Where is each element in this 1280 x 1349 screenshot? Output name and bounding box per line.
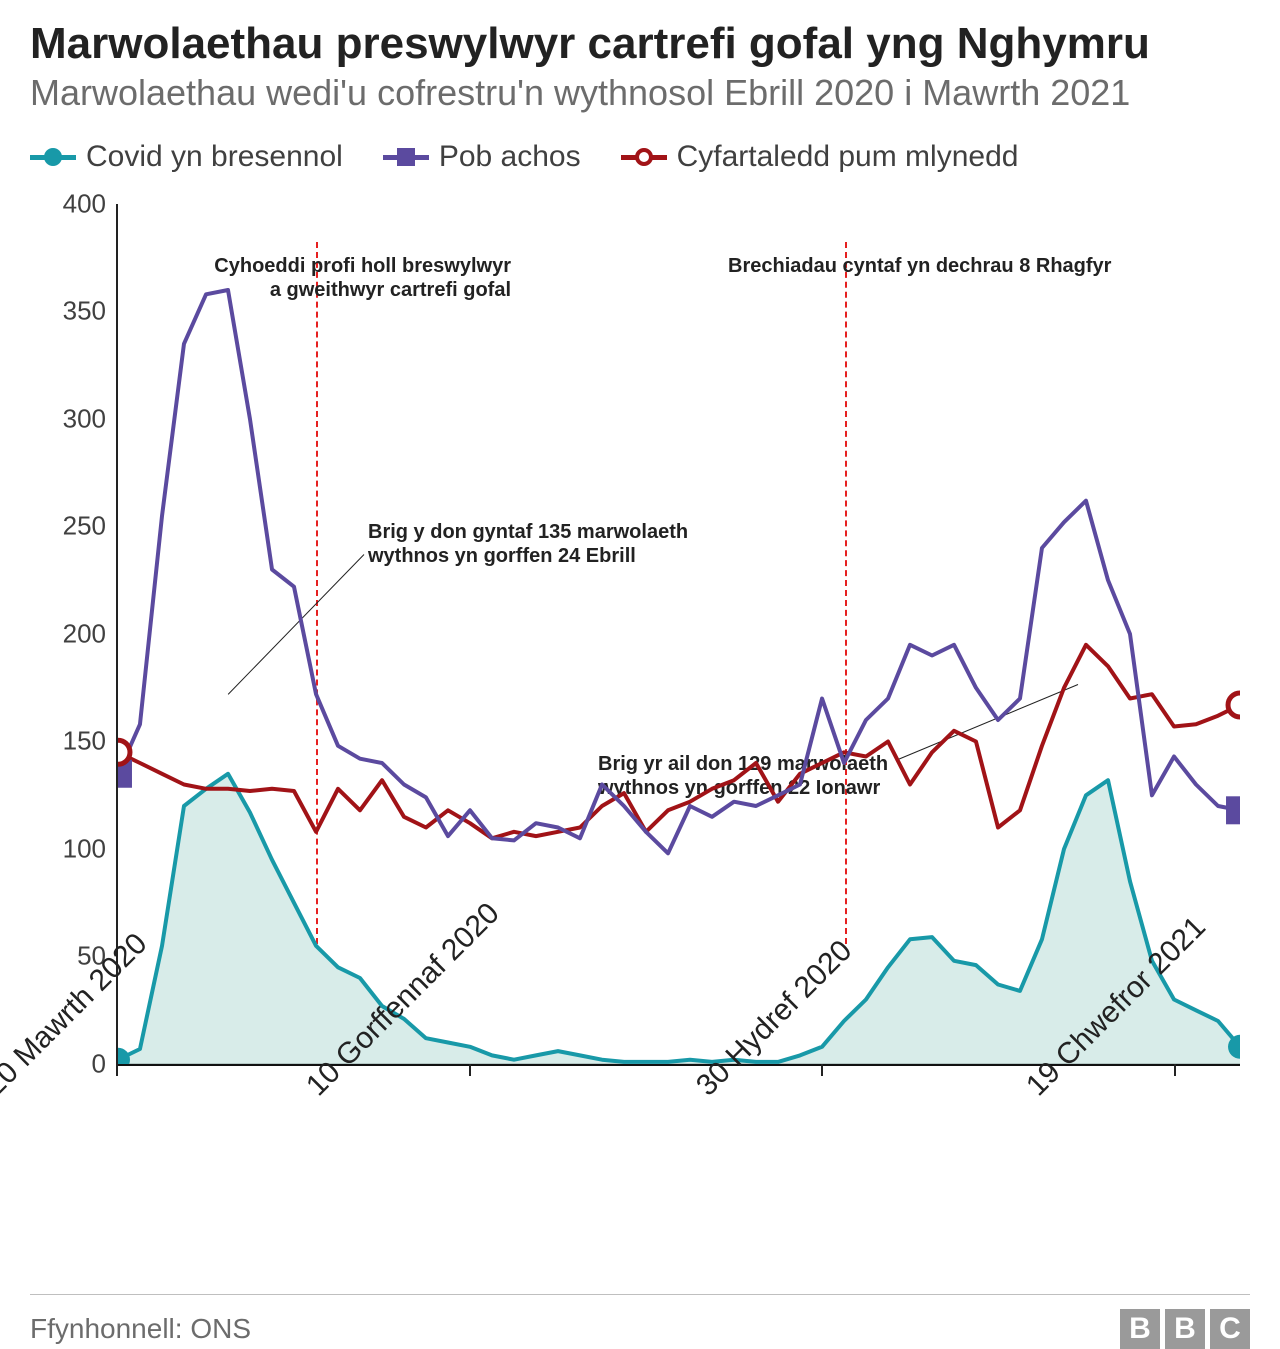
plot-area: Cyhoeddi profi holl breswylwyra gweithwy… [116,204,1240,1064]
legend-label: Cyfartaledd pum mlynedd [677,140,1019,174]
source-text: Ffynhonnell: ONS [30,1313,251,1345]
y-tick: 100 [63,833,106,864]
bbc-c: C [1210,1309,1250,1349]
chart-area: 050100150200250300350400 Cyhoeddi profi … [30,204,1250,1064]
legend-label: Covid yn bresennol [86,140,343,174]
legend-item-avg: Cyfartaledd pum mlynedd [621,140,1019,174]
y-tick: 150 [63,726,106,757]
chart-subtitle: Marwolaethau wedi'u cofrestru'n wythnoso… [30,72,1250,113]
y-tick: 0 [92,1048,106,1079]
legend-item-covid: Covid yn bresennol [30,140,343,174]
chart-title: Marwolaethau preswylwyr cartrefi gofal y… [30,20,1250,68]
y-tick: 400 [63,188,106,219]
y-axis: 050100150200250300350400 [30,204,116,1064]
bbc-logo: B B C [1120,1309,1250,1349]
footer: Ffynhonnell: ONS B B C [30,1294,1250,1349]
y-tick: 300 [63,403,106,434]
y-tick: 250 [63,511,106,542]
x-axis: 20 Mawrth 202010 Gorffennaf 202030 Hydre… [116,1064,1250,1284]
y-tick: 350 [63,296,106,327]
legend-item-all: Pob achos [383,140,581,174]
y-tick: 200 [63,618,106,649]
legend-label: Pob achos [439,140,581,174]
bbc-b1: B [1120,1309,1160,1349]
legend: Covid yn bresennol Pob achos Cyfartaledd p… [30,140,1250,174]
bbc-b2: B [1165,1309,1205,1349]
